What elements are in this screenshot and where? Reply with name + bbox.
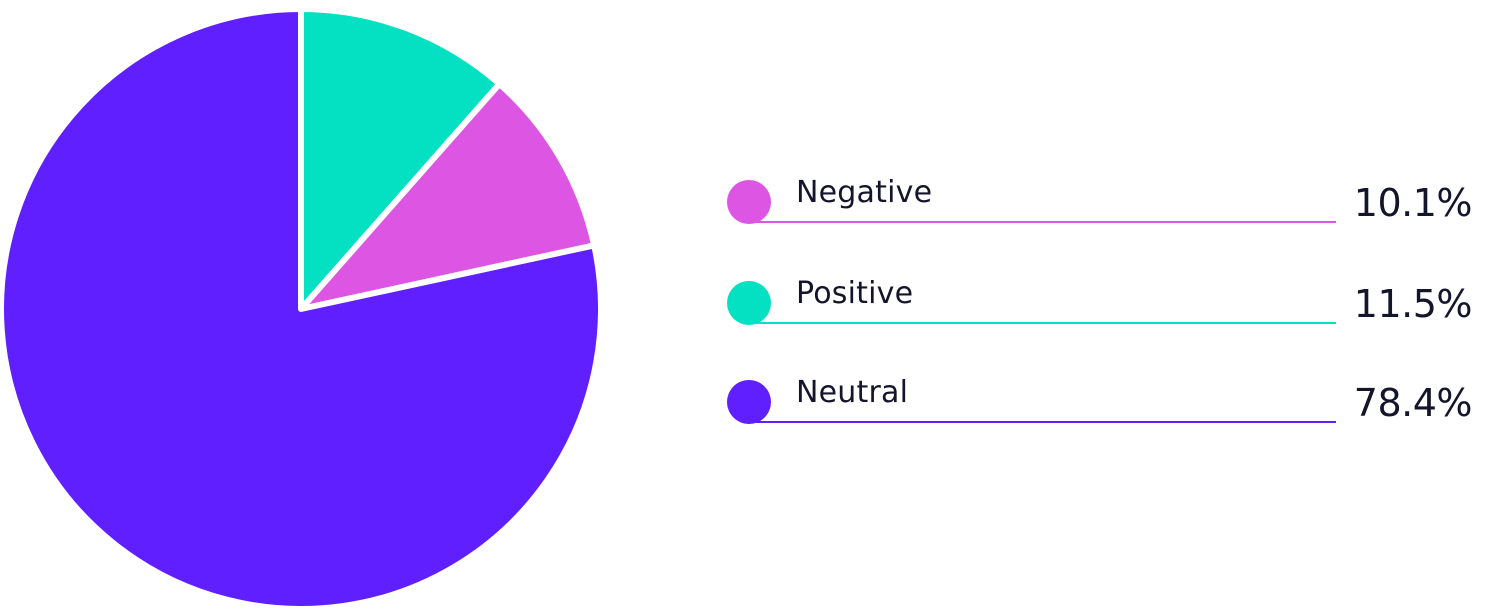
pie-slice-neutral bbox=[0, 6, 604, 612]
legend-dot-positive bbox=[727, 281, 771, 325]
legend-value-positive: 11.5% bbox=[1353, 282, 1473, 326]
legend-label-negative: Negative bbox=[796, 175, 933, 210]
legend: Negative 10.1% Positive 11.5% Neutral 78… bbox=[726, 175, 1486, 445]
legend-value-neutral: 78.4% bbox=[1353, 381, 1473, 425]
legend-label-neutral: Neutral bbox=[796, 375, 909, 410]
legend-dot-neutral bbox=[727, 380, 771, 424]
pie-slice-negative bbox=[298, 80, 598, 312]
legend-label-positive: Positive bbox=[796, 276, 914, 311]
legend-value-negative: 10.1% bbox=[1353, 181, 1473, 225]
pie-chart bbox=[0, 6, 604, 612]
legend-dot-negative bbox=[727, 180, 771, 224]
legend-line-neutral bbox=[756, 421, 1336, 423]
legend-item-neutral: Neutral 78.4% bbox=[726, 375, 1486, 435]
pie-slice-positive bbox=[298, 6, 503, 312]
legend-line-negative bbox=[756, 221, 1336, 223]
legend-line-positive bbox=[756, 322, 1336, 324]
legend-item-negative: Negative 10.1% bbox=[726, 175, 1486, 235]
legend-item-positive: Positive 11.5% bbox=[726, 276, 1486, 336]
